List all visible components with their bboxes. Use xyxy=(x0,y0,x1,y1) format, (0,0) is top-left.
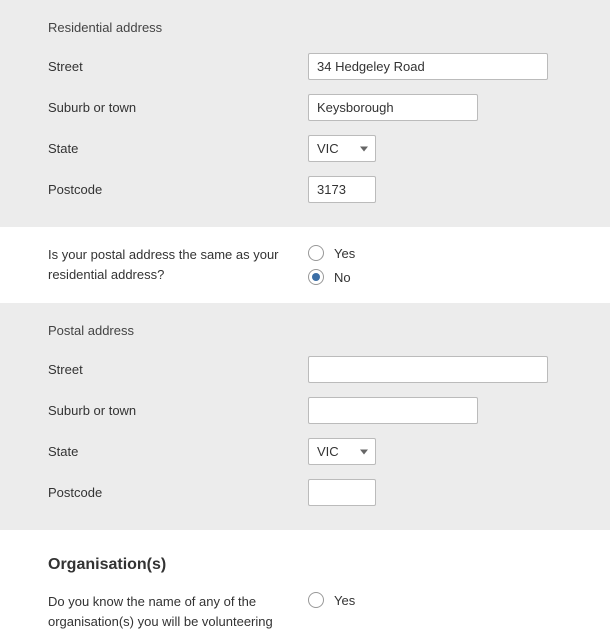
residential-postcode-row: Postcode xyxy=(48,176,586,203)
residential-title: Residential address xyxy=(48,20,586,35)
residential-suburb-input-col xyxy=(308,94,586,121)
residential-postcode-input[interactable] xyxy=(308,176,376,203)
residential-postcode-label: Postcode xyxy=(48,182,308,197)
postal-suburb-input-col xyxy=(308,397,586,424)
postal-address-section: Postal address Street Suburb or town Sta… xyxy=(0,303,610,530)
postal-street-input[interactable] xyxy=(308,356,548,383)
residential-street-row: Street xyxy=(48,53,586,80)
residential-state-select[interactable]: VIC xyxy=(308,135,376,162)
postal-state-label: State xyxy=(48,444,308,459)
postal-state-select[interactable]: VIC xyxy=(308,438,376,465)
postal-postcode-label: Postcode xyxy=(48,485,308,500)
postal-same-section: Is your postal address the same as your … xyxy=(0,227,610,303)
residential-suburb-row: Suburb or town xyxy=(48,94,586,121)
residential-suburb-input[interactable] xyxy=(308,94,478,121)
postal-suburb-row: Suburb or town xyxy=(48,397,586,424)
postal-street-input-col xyxy=(308,356,586,383)
residential-suburb-label: Suburb or town xyxy=(48,100,308,115)
radio-icon xyxy=(308,592,324,608)
organisation-question: Do you know the name of any of the organ… xyxy=(48,592,308,631)
postal-suburb-input[interactable] xyxy=(308,397,478,424)
radio-checked-icon xyxy=(308,269,324,285)
postal-same-yes-option[interactable]: Yes xyxy=(308,245,355,261)
organisation-section: Organisation(s) Do you know the name of … xyxy=(0,538,610,632)
postal-same-no-label: No xyxy=(334,270,351,285)
postal-suburb-label: Suburb or town xyxy=(48,403,308,418)
postal-state-input-col: VIC xyxy=(308,438,586,465)
organisation-yes-option[interactable]: Yes xyxy=(308,592,355,608)
residential-state-row: State VIC xyxy=(48,135,586,162)
postal-state-row: State VIC xyxy=(48,438,586,465)
postal-street-row: Street xyxy=(48,356,586,383)
organisation-question-row: Do you know the name of any of the organ… xyxy=(48,592,586,632)
organisation-yes-label: Yes xyxy=(334,593,355,608)
postal-same-yes-label: Yes xyxy=(334,246,355,261)
postal-postcode-input[interactable] xyxy=(308,479,376,506)
postal-same-row: Is your postal address the same as your … xyxy=(48,245,586,285)
residential-street-input-col xyxy=(308,53,586,80)
radio-icon xyxy=(308,245,324,261)
postal-postcode-row: Postcode xyxy=(48,479,586,506)
organisation-radio-group: Yes x xyxy=(308,592,355,632)
postal-same-no-option[interactable]: No xyxy=(308,269,355,285)
residential-postcode-input-col xyxy=(308,176,586,203)
postal-postcode-input-col xyxy=(308,479,586,506)
residential-address-section: Residential address Street Suburb or tow… xyxy=(0,0,610,227)
postal-same-question: Is your postal address the same as your … xyxy=(48,245,308,284)
residential-state-input-col: VIC xyxy=(308,135,586,162)
postal-same-radio-group: Yes No xyxy=(308,245,355,285)
residential-street-input[interactable] xyxy=(308,53,548,80)
organisation-heading: Organisation(s) xyxy=(48,556,586,574)
residential-street-label: Street xyxy=(48,59,308,74)
postal-street-label: Street xyxy=(48,362,308,377)
postal-title: Postal address xyxy=(48,323,586,338)
residential-state-select-wrap: VIC xyxy=(308,135,376,162)
postal-state-select-wrap: VIC xyxy=(308,438,376,465)
residential-state-label: State xyxy=(48,141,308,156)
